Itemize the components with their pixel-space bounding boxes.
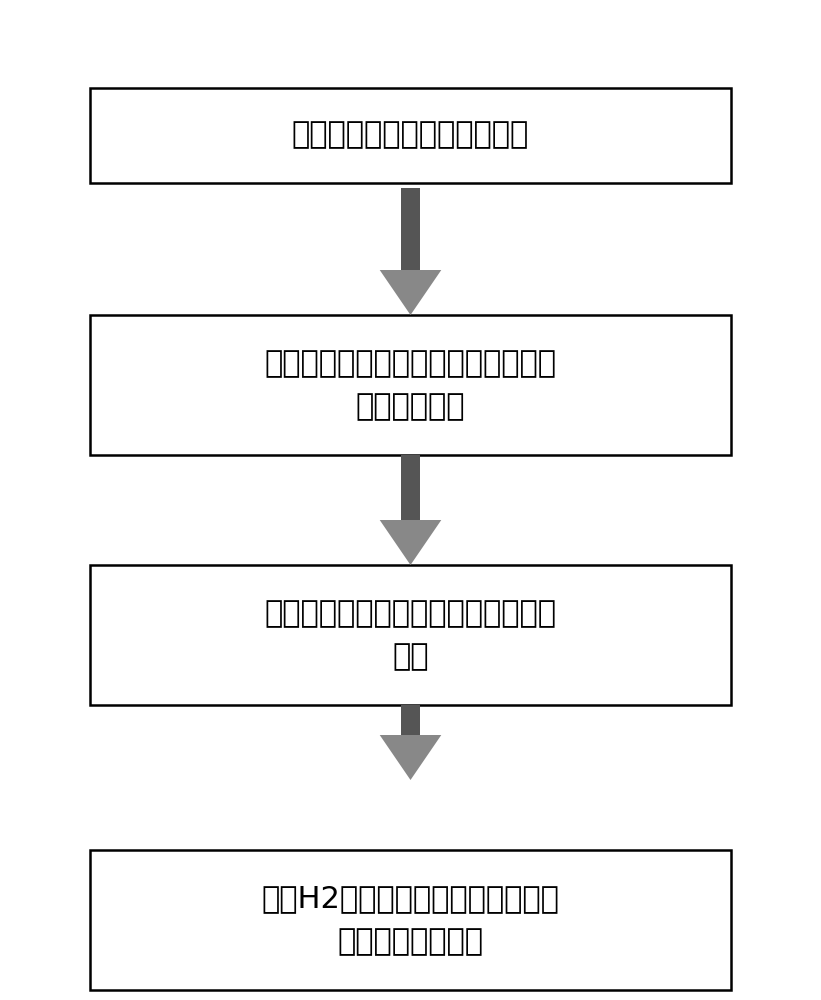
Bar [401, 188, 420, 270]
Bar [90, 565, 731, 705]
Polygon shape [380, 735, 442, 780]
Polygon shape [380, 520, 442, 565]
Polygon shape [380, 270, 442, 315]
Bar [90, 88, 731, 182]
Text: 确定铑自给能探测器电流的瞬时响应
份额: 确定铑自给能探测器电流的瞬时响应 份额 [264, 599, 557, 671]
Bar [90, 315, 731, 455]
Text: 采用直接变换建立核反应模型对应的
离散状态方程: 采用直接变换建立核反应模型对应的 离散状态方程 [264, 349, 557, 421]
Bar [401, 705, 420, 735]
Bar [401, 455, 420, 520]
Bar [90, 850, 731, 990]
Text: 利用H2滤波器对铑自给能探测器电
流信号作延迟消除: 利用H2滤波器对铑自给能探测器电 流信号作延迟消除 [262, 884, 559, 956]
Text: 建立铑与热中子的核反应模型: 建立铑与热中子的核反应模型 [292, 120, 529, 149]
